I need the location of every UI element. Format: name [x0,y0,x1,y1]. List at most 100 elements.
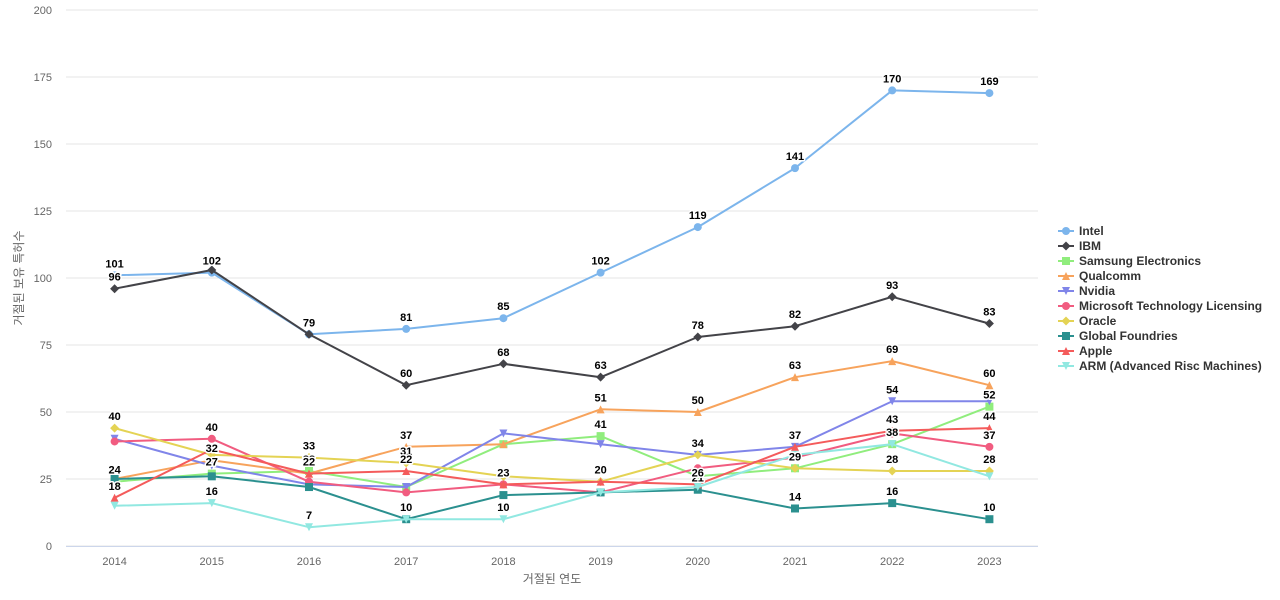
legend-item[interactable]: Apple [1058,344,1113,358]
data-point[interactable] [402,466,411,475]
legend-item[interactable]: Microsoft Technology Licensing [1058,299,1262,313]
data-point[interactable] [499,515,508,524]
legend-item[interactable]: Intel [1058,224,1104,238]
data-point[interactable] [110,437,119,446]
data-point[interactable] [402,515,411,524]
data-point[interactable] [110,423,120,433]
data-point[interactable] [499,491,508,500]
data-label: 68 [497,347,509,359]
data-point[interactable] [402,442,411,451]
data-point[interactable] [985,472,994,481]
data-point[interactable] [596,372,606,382]
legend-item[interactable]: ARM (Advanced Risc Machines) [1058,359,1262,373]
data-point[interactable] [887,292,897,302]
series-line [113,405,991,488]
data-point[interactable] [596,477,605,486]
legend-label: Global Foundries [1079,329,1178,343]
data-point[interactable] [305,483,313,492]
data-point[interactable] [888,440,897,449]
data-label: 51 [594,392,606,404]
data-point[interactable] [498,359,508,369]
data-point[interactable] [207,265,217,275]
data-point[interactable] [791,450,799,459]
data-point[interactable] [888,397,897,406]
data-point[interactable] [304,453,314,463]
data-point[interactable] [304,329,314,339]
data-point[interactable] [596,488,605,497]
data-point[interactable] [596,440,605,449]
data-point[interactable] [402,483,411,492]
data-point[interactable] [498,471,508,481]
y-tick-label: 0 [46,541,52,553]
data-label: 20 [594,465,606,477]
data-point[interactable] [207,472,216,481]
data-point[interactable] [984,319,994,329]
data-point[interactable] [985,402,994,411]
data-point[interactable] [305,469,313,478]
data-point[interactable] [401,380,411,390]
data-point[interactable] [499,480,508,489]
legend-item[interactable]: Nvidia [1058,284,1115,298]
data-point[interactable] [985,442,994,451]
data-point[interactable] [985,424,994,433]
data-point[interactable] [985,515,994,524]
data-point[interactable] [207,434,216,443]
data-label: 40 [108,411,120,423]
data-point[interactable] [499,440,508,449]
legend-item[interactable]: IBM [1058,239,1101,253]
data-point[interactable] [207,499,216,508]
data-point[interactable] [401,458,411,468]
data-point[interactable] [791,373,799,382]
legend-item[interactable]: Qualcomm [1058,269,1141,283]
data-point[interactable] [110,493,119,502]
data-point[interactable] [887,466,897,476]
data-point[interactable] [888,426,897,435]
data-point[interactable] [791,504,799,513]
legend-item[interactable]: Samsung Electronics [1058,254,1201,268]
legend-item[interactable]: Oracle [1058,314,1117,328]
data-point[interactable] [985,89,994,98]
data-point[interactable] [693,408,702,416]
data-label: 85 [497,301,509,313]
data-point[interactable] [596,432,605,441]
data-point[interactable] [693,223,702,232]
data-point[interactable] [693,483,702,492]
data-point[interactable] [888,357,897,366]
data-point[interactable] [305,523,313,532]
data-point[interactable] [985,397,994,406]
data-point[interactable] [207,461,216,470]
data-point[interactable] [888,86,897,95]
series-3 [110,357,994,483]
series-line [113,400,991,488]
data-label: 102 [591,256,609,268]
data-point[interactable] [207,445,216,454]
data-point[interactable] [693,450,703,460]
data-point[interactable] [402,488,411,497]
data-point[interactable] [888,499,897,508]
series-line [113,427,991,499]
data-point[interactable] [402,324,411,333]
data-point[interactable] [110,284,120,294]
data-point[interactable] [110,271,119,280]
data-point[interactable] [693,332,703,342]
data-point[interactable] [790,463,800,473]
data-point[interactable] [693,464,702,473]
legend-item[interactable]: Global Foundries [1058,329,1178,343]
data-point[interactable] [596,405,605,414]
data-label: 81 [400,312,412,324]
data-point[interactable] [499,314,508,323]
data-point[interactable] [110,475,119,483]
data-point[interactable] [110,501,119,510]
data-label: 69 [886,344,898,356]
data-label: 28 [303,454,315,466]
data-point[interactable] [790,321,800,331]
data-label: 28 [983,454,995,466]
data-point[interactable] [499,429,508,438]
data-point[interactable] [596,268,605,277]
data-label: 32 [206,443,218,455]
data-label: 18 [108,481,120,493]
data-point[interactable] [791,164,799,173]
data-point[interactable] [693,472,702,481]
data-point[interactable] [985,381,994,390]
data-point[interactable] [791,442,799,451]
